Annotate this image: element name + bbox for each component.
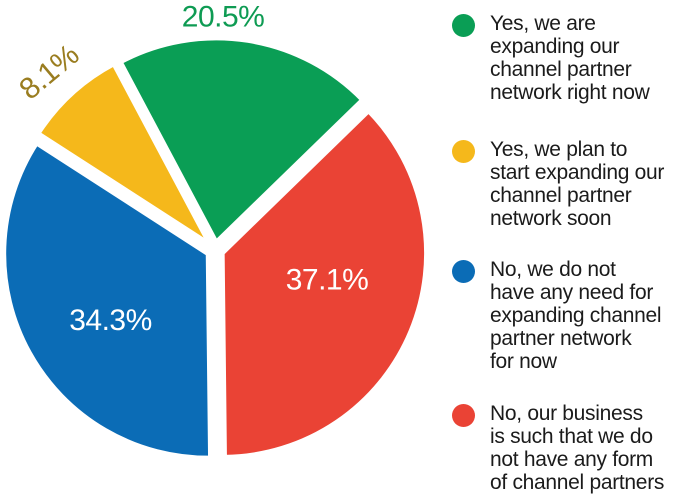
legend-swatch-green <box>452 14 475 37</box>
value-label-red: 37.1% <box>286 264 369 297</box>
pie-slice-blue <box>1 140 213 461</box>
legend-label-green: Yes, we are expanding our channel partne… <box>490 12 650 104</box>
legend-item-yellow: Yes, we plan to start expanding our chan… <box>449 138 695 230</box>
pie-slice-yellow <box>35 60 216 251</box>
legend-label-yellow: Yes, we plan to start expanding our chan… <box>490 138 665 230</box>
legend-item-red: No, our business is such that we do not … <box>449 402 695 494</box>
legend-swatch-yellow <box>452 140 475 163</box>
legend-label-red: No, our business is such that we do not … <box>490 402 665 494</box>
legend: Yes, we are expanding our channel partne… <box>449 12 695 494</box>
legend-swatch-red <box>452 404 475 427</box>
pie-chart: 20.5%8.1%34.3%37.1% <box>1 0 429 461</box>
legend-item-blue: No, we do not have any need for expandin… <box>449 258 695 373</box>
value-label-green: 20.5% <box>182 1 265 34</box>
legend-label-blue: No, we do not have any need for expandin… <box>490 258 662 373</box>
legend-swatch-blue <box>452 260 475 283</box>
pie-slice-red <box>220 107 429 460</box>
value-label-blue: 34.3% <box>69 304 152 337</box>
legend-item-green: Yes, we are expanding our channel partne… <box>449 12 695 104</box>
pie-slice-green <box>117 35 366 246</box>
